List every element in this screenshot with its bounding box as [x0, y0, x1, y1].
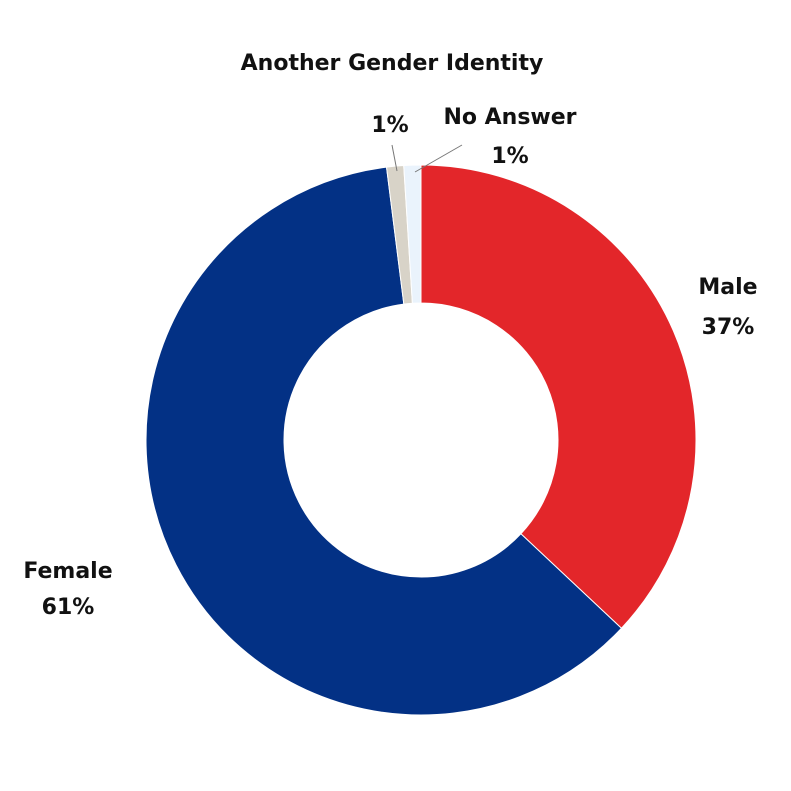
- value-label: 1%: [491, 144, 528, 169]
- value-label: 1%: [371, 113, 408, 138]
- leader-line: [414, 144, 463, 173]
- donut-slice: [420, 164, 697, 629]
- slice-label: No Answer: [443, 105, 576, 130]
- slice-label: Male: [698, 275, 757, 300]
- value-label: 61%: [42, 595, 95, 620]
- value-label: 37%: [702, 315, 755, 340]
- donut-slice: [145, 166, 623, 716]
- leader-line: [391, 144, 398, 172]
- slice-label: Another Gender Identity: [241, 51, 544, 76]
- slice-label: Female: [23, 559, 112, 584]
- donut-slice: [403, 164, 422, 304]
